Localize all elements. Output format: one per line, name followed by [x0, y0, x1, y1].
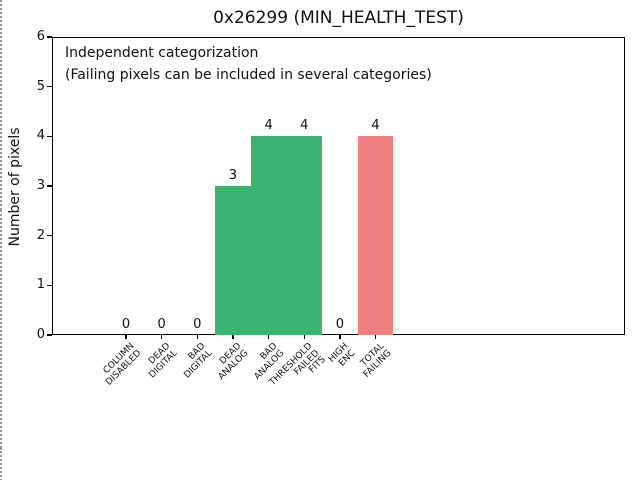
- y-tick-label: 6: [36, 29, 45, 44]
- y-tick-mark: [47, 185, 52, 187]
- x-tick-mark: [374, 335, 377, 339]
- x-tick-mark: [160, 335, 163, 339]
- section-divider: [0, 0, 2, 210]
- y-tick-mark: [47, 284, 52, 287]
- y-tick-label: 4: [36, 128, 45, 144]
- y-tick-label: 3: [36, 178, 45, 193]
- x-tick-mark: [196, 335, 199, 339]
- x-tick-mark: [303, 335, 305, 339]
- note-line-2: (Failing pixels can be included in sever…: [65, 67, 432, 83]
- x-tick-mark: [232, 335, 234, 339]
- chart-title: 0x26299 (MIN_HEALTH_TEST): [213, 8, 464, 28]
- bar-value-label: 0: [193, 317, 202, 332]
- y-tick-mark: [47, 234, 52, 237]
- bar-threshold-failed-fits: [286, 136, 323, 335]
- bar-value-label: 4: [264, 118, 273, 134]
- y-tick-mark: [47, 85, 52, 88]
- bar-value-label: 3: [228, 168, 238, 183]
- bar-value-label: 0: [121, 317, 131, 332]
- y-tick-mark: [47, 36, 52, 38]
- plot-area: [52, 37, 625, 335]
- y-tick-label: 0: [36, 327, 45, 342]
- section-divider: [0, 210, 2, 448]
- y-tick-label: 5: [36, 78, 45, 94]
- bar-value-label: 4: [371, 118, 380, 134]
- y-tick-label: 1: [36, 277, 45, 293]
- note-line-1: Independent categorization: [65, 45, 259, 61]
- x-tick-mark: [125, 335, 127, 339]
- y-tick-mark: [47, 135, 52, 138]
- bar-dead-analog: [215, 186, 251, 335]
- y-tick-mark: [47, 334, 52, 336]
- y-tick-label: 2: [36, 227, 45, 243]
- bar-value-label: 4: [300, 118, 309, 134]
- section-divider: [0, 448, 2, 480]
- x-tick-mark: [267, 335, 270, 339]
- bar-value-label: 0: [157, 317, 166, 332]
- x-tick-mark: [339, 335, 341, 339]
- bar-value-label: 0: [335, 317, 345, 332]
- bar-bad-analog: [250, 136, 287, 335]
- bar-total-failing: [357, 136, 394, 335]
